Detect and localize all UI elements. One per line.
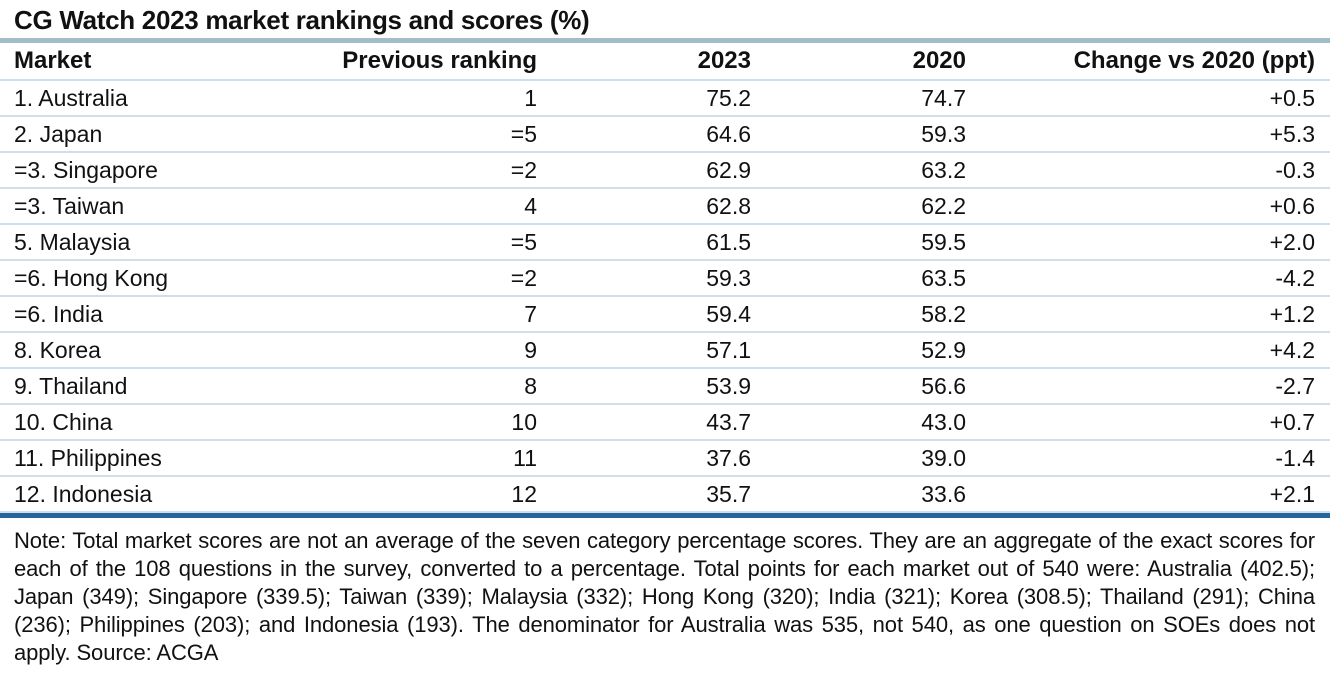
column-header-previous-ranking: Previous ranking xyxy=(283,43,543,81)
score-2023-cell: 62.8 xyxy=(543,188,757,225)
score-2020-cell: 56.6 xyxy=(757,368,972,405)
change-cell: -0.3 xyxy=(972,152,1330,189)
column-header-change: Change vs 2020 (ppt) xyxy=(972,43,1330,81)
market-cell: =6. India xyxy=(0,296,283,333)
score-2023-cell: 59.4 xyxy=(543,296,757,333)
title-rule-divider xyxy=(0,38,1330,43)
market-cell: 9. Thailand xyxy=(0,368,283,405)
table-row: =6. India 7 59.4 58.2 +1.2 xyxy=(0,296,1330,333)
score-2023-cell: 62.9 xyxy=(543,152,757,189)
change-cell: +0.6 xyxy=(972,188,1330,225)
change-cell: +4.2 xyxy=(972,332,1330,369)
score-2020-cell: 58.2 xyxy=(757,296,972,333)
market-cell: 10. China xyxy=(0,404,283,441)
table-row: 8. Korea 9 57.1 52.9 +4.2 xyxy=(0,332,1330,369)
market-cell: =3. Taiwan xyxy=(0,188,283,225)
cg-watch-table-figure: CG Watch 2023 market rankings and scores… xyxy=(0,5,1330,665)
market-cell: 12. Indonesia xyxy=(0,476,283,513)
change-cell: +0.7 xyxy=(972,404,1330,441)
score-2023-cell: 57.1 xyxy=(543,332,757,369)
market-cell: 2. Japan xyxy=(0,116,283,153)
table-row: 10. China 10 43.7 43.0 +0.7 xyxy=(0,404,1330,441)
footnote: Note: Total market scores are not an ave… xyxy=(14,528,1315,665)
rankings-table-body: 1. Australia 1 75.2 74.7 +0.5 2. Japan =… xyxy=(0,80,1330,513)
previous-ranking-cell: 9 xyxy=(283,332,543,369)
score-2023-cell: 37.6 xyxy=(543,440,757,477)
score-2020-cell: 62.2 xyxy=(757,188,972,225)
score-2020-cell: 63.5 xyxy=(757,260,972,297)
column-header-2020: 2020 xyxy=(757,43,972,81)
previous-ranking-cell: 7 xyxy=(283,296,543,333)
column-header-market: Market xyxy=(0,43,283,81)
market-cell: 1. Australia xyxy=(0,80,283,117)
previous-ranking-cell: 11 xyxy=(283,440,543,477)
score-2020-cell: 39.0 xyxy=(757,440,972,477)
figure-title: CG Watch 2023 market rankings and scores… xyxy=(14,5,590,35)
table-bottom-rule xyxy=(0,513,1330,518)
previous-ranking-cell: 10 xyxy=(283,404,543,441)
previous-ranking-cell: =2 xyxy=(283,152,543,189)
previous-ranking-cell: 1 xyxy=(283,80,543,117)
score-2020-cell: 63.2 xyxy=(757,152,972,189)
table-row: =3. Taiwan 4 62.8 62.2 +0.6 xyxy=(0,188,1330,225)
table-row: =6. Hong Kong =2 59.3 63.5 -4.2 xyxy=(0,260,1330,297)
column-header-2023: 2023 xyxy=(543,43,757,81)
market-cell: 11. Philippines xyxy=(0,440,283,477)
score-2020-cell: 43.0 xyxy=(757,404,972,441)
table-row: 9. Thailand 8 53.9 56.6 -2.7 xyxy=(0,368,1330,405)
table-row: =3. Singapore =2 62.9 63.2 -0.3 xyxy=(0,152,1330,189)
market-cell: =3. Singapore xyxy=(0,152,283,189)
previous-ranking-cell: 12 xyxy=(283,476,543,513)
score-2020-cell: 33.6 xyxy=(757,476,972,513)
change-cell: -2.7 xyxy=(972,368,1330,405)
market-cell: =6. Hong Kong xyxy=(0,260,283,297)
score-2020-cell: 59.3 xyxy=(757,116,972,153)
change-cell: -1.4 xyxy=(972,440,1330,477)
previous-ranking-cell: 8 xyxy=(283,368,543,405)
score-2023-cell: 64.6 xyxy=(543,116,757,153)
change-cell: +2.1 xyxy=(972,476,1330,513)
change-cell: +5.3 xyxy=(972,116,1330,153)
market-cell: 8. Korea xyxy=(0,332,283,369)
score-2023-cell: 61.5 xyxy=(543,224,757,261)
score-2023-cell: 53.9 xyxy=(543,368,757,405)
header-row: Market Previous ranking 2023 2020 Change… xyxy=(0,43,1330,81)
previous-ranking-cell: =2 xyxy=(283,260,543,297)
score-2020-cell: 59.5 xyxy=(757,224,972,261)
table-row: 5. Malaysia =5 61.5 59.5 +2.0 xyxy=(0,224,1330,261)
table-row: 12. Indonesia 12 35.7 33.6 +2.1 xyxy=(0,476,1330,513)
market-cell: 5. Malaysia xyxy=(0,224,283,261)
score-2023-cell: 35.7 xyxy=(543,476,757,513)
previous-ranking-cell: =5 xyxy=(283,116,543,153)
change-cell: -4.2 xyxy=(972,260,1330,297)
score-2020-cell: 52.9 xyxy=(757,332,972,369)
change-cell: +1.2 xyxy=(972,296,1330,333)
table-row: 2. Japan =5 64.6 59.3 +5.3 xyxy=(0,116,1330,153)
score-2023-cell: 43.7 xyxy=(543,404,757,441)
change-cell: +2.0 xyxy=(972,224,1330,261)
rankings-table: Market Previous ranking 2023 2020 Change… xyxy=(0,43,1330,513)
score-2023-cell: 59.3 xyxy=(543,260,757,297)
change-cell: +0.5 xyxy=(972,80,1330,117)
score-2023-cell: 75.2 xyxy=(543,80,757,117)
previous-ranking-cell: =5 xyxy=(283,224,543,261)
table-row: 1. Australia 1 75.2 74.7 +0.5 xyxy=(0,80,1330,117)
score-2020-cell: 74.7 xyxy=(757,80,972,117)
previous-ranking-cell: 4 xyxy=(283,188,543,225)
table-row: 11. Philippines 11 37.6 39.0 -1.4 xyxy=(0,440,1330,477)
